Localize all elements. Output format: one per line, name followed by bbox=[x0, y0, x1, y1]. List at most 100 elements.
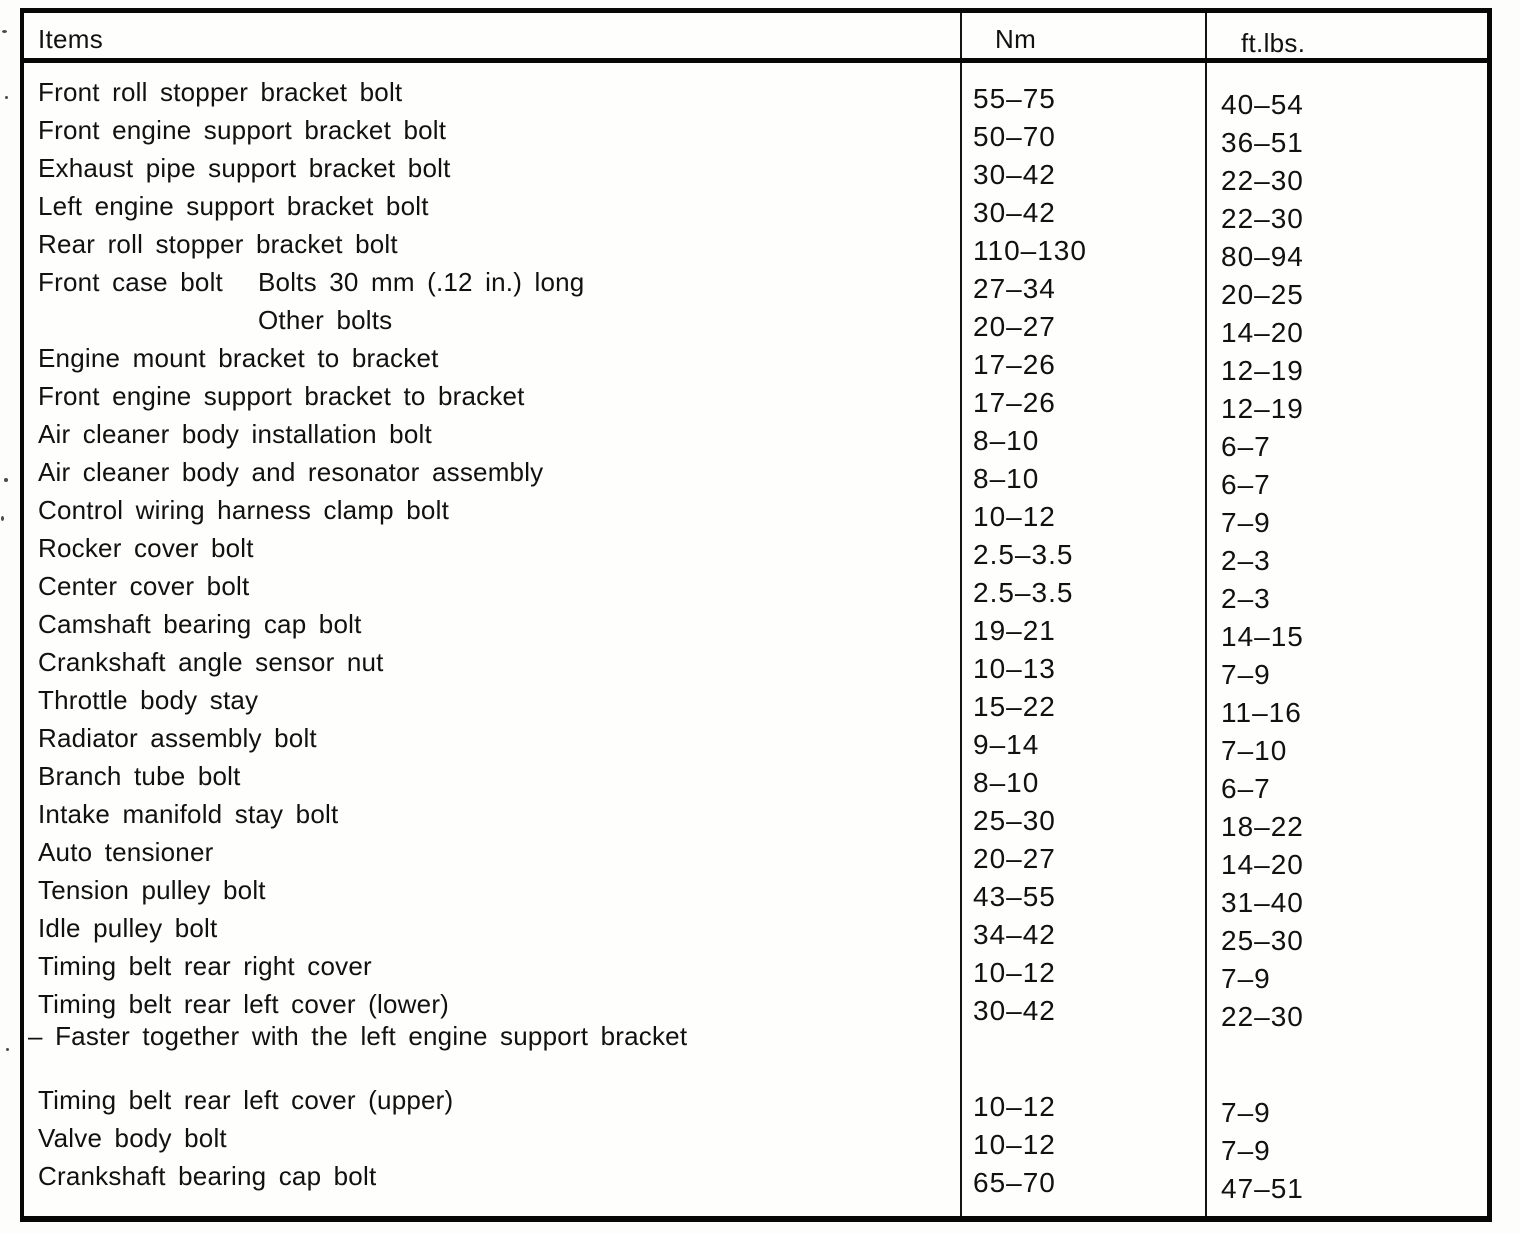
nm-cell: 2.5–3.5 bbox=[962, 529, 1205, 570]
item-label: Front engine support bracket bolt bbox=[38, 115, 447, 145]
nm-cell: 8–10 bbox=[962, 453, 1205, 494]
nm-cell: 43–55 bbox=[962, 871, 1205, 912]
table-row: Auto tensioner 20–27 14–20 bbox=[24, 833, 1487, 880]
nm-value: 20–27 bbox=[973, 311, 1056, 342]
item-cell: Exhaust pipe support bracket bolt bbox=[24, 149, 962, 187]
table-row: Throttle body stay 15–22 11–16 bbox=[24, 681, 1487, 728]
item-label: Air cleaner body and resonator assembly bbox=[38, 457, 544, 487]
column-divider bbox=[1205, 13, 1207, 1216]
item-sub-label: Other bolts bbox=[258, 305, 393, 335]
item-cell: Valve body bolt bbox=[24, 1119, 962, 1157]
ftlbs-value: 14–15 bbox=[1221, 621, 1304, 652]
nm-value: 10–12 bbox=[973, 1129, 1056, 1160]
ftlbs-value: 7–10 bbox=[1221, 735, 1288, 766]
ftlbs-value: 40–54 bbox=[1221, 89, 1304, 120]
item-cell: Front engine support bracket to bracket bbox=[24, 377, 962, 415]
ftlbs-cell: 6–7 bbox=[1205, 757, 1487, 804]
table-row: Crankshaft angle sensor nut 10–13 7–9 bbox=[24, 643, 1487, 690]
ftlbs-value: 22–30 bbox=[1221, 1001, 1304, 1032]
nm-value: 17–26 bbox=[973, 349, 1056, 380]
table-row: Branch tube bolt 8–10 6–7 bbox=[24, 757, 1487, 804]
nm-value: 65–70 bbox=[973, 1167, 1056, 1198]
table-row: Air cleaner body and resonator assembly … bbox=[24, 453, 1487, 500]
ftlbs-value: 12–19 bbox=[1221, 393, 1304, 424]
ftlbs-cell: 12–19 bbox=[1205, 377, 1487, 424]
nm-value: 15–22 bbox=[973, 691, 1056, 722]
scan-artifact bbox=[5, 96, 8, 99]
item-label: Timing belt rear right cover bbox=[38, 951, 372, 981]
ftlbs-value: 18–22 bbox=[1221, 811, 1304, 842]
column-header-items: Items bbox=[38, 24, 104, 54]
table-body: Front roll stopper bracket bolt 55–75 40… bbox=[24, 63, 1487, 1204]
table-row: Exhaust pipe support bracket bolt 30–42 … bbox=[24, 149, 1487, 196]
table-row: Front engine support bracket bolt 50–70 … bbox=[24, 111, 1487, 158]
item-label: Idle pulley bolt bbox=[38, 913, 218, 943]
item-cell: Air cleaner body installation bolt bbox=[24, 415, 962, 453]
item-cell: Idle pulley bolt bbox=[24, 909, 962, 947]
item-cell: Center cover bolt bbox=[24, 567, 962, 605]
item-cell: Front roll stopper bracket bolt bbox=[24, 73, 962, 111]
item-cell: Front case bolt Bolts 30 mm (.12 in.) lo… bbox=[24, 263, 962, 301]
ftlbs-cell: 80–94 bbox=[1205, 225, 1487, 272]
column-header-ftlbs: ft.lbs. bbox=[1205, 13, 1487, 58]
item-label: Rocker cover bolt bbox=[38, 533, 254, 563]
table-row: Control wiring harness clamp bolt 10–12 … bbox=[24, 491, 1487, 538]
item-label: Rear roll stopper bracket bolt bbox=[38, 229, 398, 259]
ftlbs-cell: 11–16 bbox=[1205, 681, 1487, 728]
item-label: Front roll stopper bracket bolt bbox=[38, 77, 403, 107]
item-label: Valve body bolt bbox=[38, 1123, 227, 1153]
nm-cell: 30–42 bbox=[962, 187, 1205, 228]
column-header-ftlbs-label: ft.lbs. bbox=[1241, 28, 1306, 58]
nm-cell: 10–12 bbox=[962, 1119, 1205, 1160]
ftlbs-value: 2–3 bbox=[1221, 545, 1271, 576]
scan-artifact bbox=[2, 30, 7, 33]
nm-cell: 17–26 bbox=[962, 377, 1205, 418]
table-row: Tension pulley bolt 43–55 31–40 bbox=[24, 871, 1487, 918]
nm-value: 2.5–3.5 bbox=[973, 577, 1074, 608]
table-row: Timing belt rear left cover (lower) – Fa… bbox=[24, 985, 1487, 1057]
ftlbs-cell: 22–30 bbox=[1205, 149, 1487, 196]
ftlbs-cell: 36–51 bbox=[1205, 111, 1487, 158]
item-cell: Timing belt rear left cover (upper) bbox=[24, 1081, 962, 1119]
ftlbs-value: 6–7 bbox=[1221, 773, 1271, 804]
table-row: Left engine support bracket bolt 30–42 2… bbox=[24, 187, 1487, 234]
nm-value: 25–30 bbox=[973, 805, 1056, 836]
table-row: Engine mount bracket to bracket 17–26 12… bbox=[24, 339, 1487, 386]
ftlbs-cell: 7–9 bbox=[1205, 947, 1487, 994]
nm-value: 50–70 bbox=[973, 121, 1056, 152]
item-cell: Radiator assembly bolt bbox=[24, 719, 962, 757]
table-row: Front roll stopper bracket bolt 55–75 40… bbox=[24, 73, 1487, 120]
ftlbs-cell: 22–30 bbox=[1205, 985, 1487, 1057]
ftlbs-cell: 22–30 bbox=[1205, 187, 1487, 234]
nm-value: 30–42 bbox=[973, 159, 1056, 190]
table-row: Other bolts 20–27 14–20 bbox=[24, 301, 1487, 348]
nm-value: 8–10 bbox=[973, 463, 1040, 494]
table-row: Intake manifold stay bolt 25–30 18–22 bbox=[24, 795, 1487, 842]
table-header-row: Items Nm ft.lbs. bbox=[24, 13, 1487, 63]
nm-cell: 10–12 bbox=[962, 1081, 1205, 1122]
ftlbs-value: 80–94 bbox=[1221, 241, 1304, 272]
nm-value: 30–42 bbox=[973, 995, 1056, 1026]
ftlbs-cell: 12–19 bbox=[1205, 339, 1487, 386]
torque-spec-table: Items Nm ft.lbs. Front roll stopper brac… bbox=[20, 8, 1492, 1222]
item-cell: Timing belt rear left cover (lower) – Fa… bbox=[24, 985, 962, 1057]
scan-artifact bbox=[1, 516, 4, 521]
nm-value: 10–13 bbox=[973, 653, 1056, 684]
nm-value: 10–12 bbox=[973, 501, 1056, 532]
column-header-nm: Nm bbox=[995, 24, 1037, 54]
nm-cell: 55–75 bbox=[962, 73, 1205, 114]
item-label: Timing belt rear left cover (upper) bbox=[38, 1085, 454, 1115]
item-cell: Tension pulley bolt bbox=[24, 871, 962, 909]
item-label: Control wiring harness clamp bolt bbox=[38, 495, 449, 525]
item-label: Tension pulley bolt bbox=[38, 875, 266, 905]
nm-cell: 65–70 bbox=[962, 1157, 1205, 1198]
column-divider bbox=[960, 13, 962, 1216]
table-row: Idle pulley bolt 34–42 25–30 bbox=[24, 909, 1487, 956]
ftlbs-cell: 14–20 bbox=[1205, 301, 1487, 348]
table-row: Front case bolt Bolts 30 mm (.12 in.) lo… bbox=[24, 263, 1487, 310]
item-label: Left engine support bracket bolt bbox=[38, 191, 429, 221]
table-row: Rocker cover bolt 2.5–3.5 2–3 bbox=[24, 529, 1487, 576]
nm-cell: 25–30 bbox=[962, 795, 1205, 836]
item-cell: Control wiring harness clamp bolt bbox=[24, 491, 962, 529]
ftlbs-value: 20–25 bbox=[1221, 279, 1304, 310]
